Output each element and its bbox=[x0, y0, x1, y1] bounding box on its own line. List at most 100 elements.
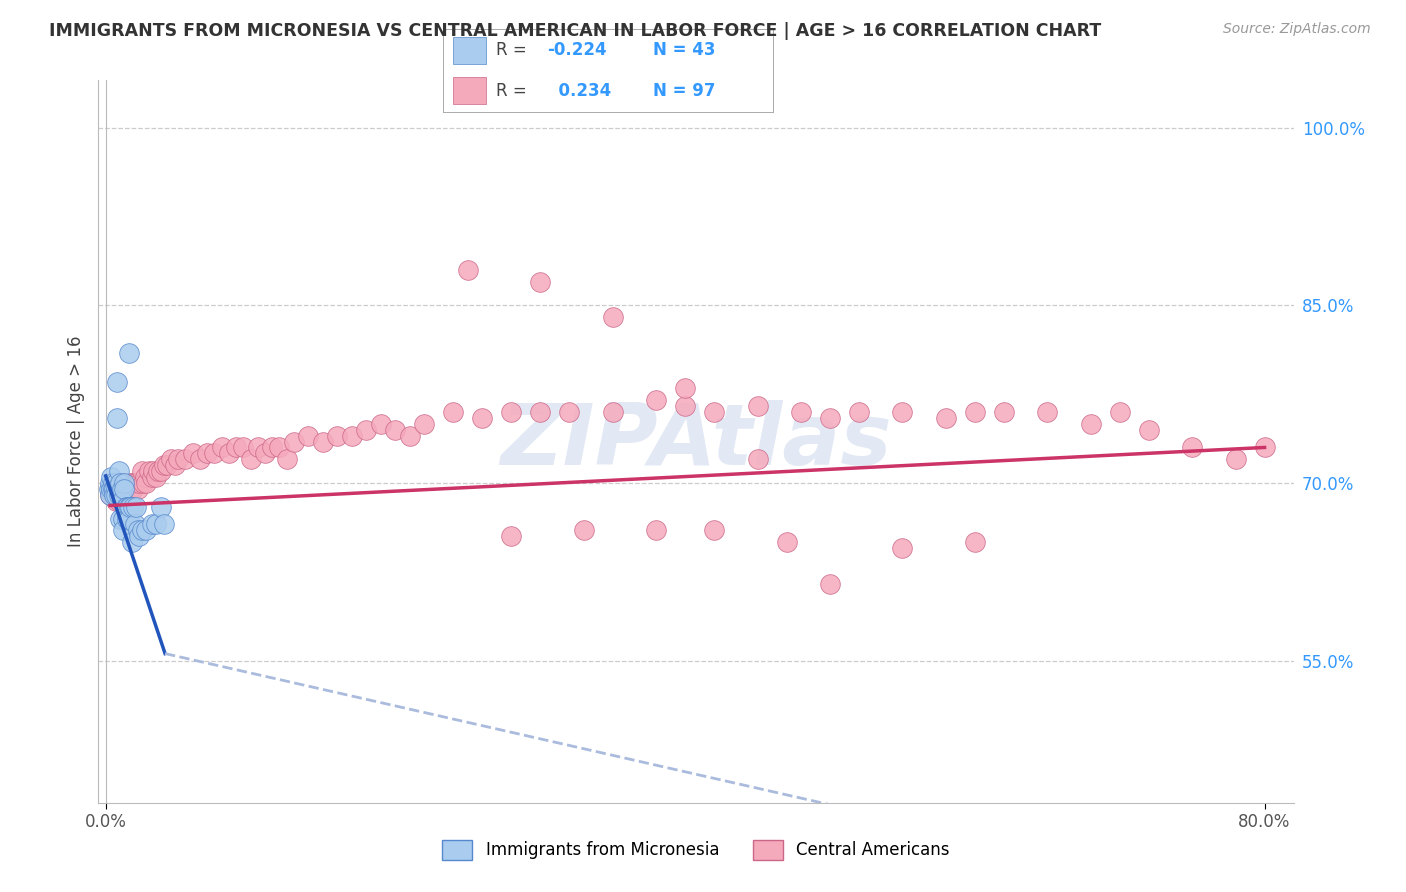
Point bbox=[283, 434, 305, 449]
Point bbox=[149, 464, 172, 478]
Legend: Immigrants from Micronesia, Central Americans: Immigrants from Micronesia, Central Amer… bbox=[436, 833, 956, 867]
Point bbox=[108, 482, 131, 496]
Point bbox=[121, 475, 143, 490]
Point bbox=[128, 475, 150, 490]
Y-axis label: In Labor Force | Age > 16: In Labor Force | Age > 16 bbox=[66, 335, 84, 548]
Point bbox=[134, 470, 156, 484]
Point bbox=[110, 475, 132, 490]
Point bbox=[101, 482, 124, 496]
Text: R =: R = bbox=[496, 40, 531, 59]
Text: 0.234: 0.234 bbox=[547, 81, 612, 100]
Point bbox=[963, 535, 986, 549]
Point bbox=[1137, 423, 1160, 437]
Point bbox=[1253, 441, 1275, 455]
Point bbox=[145, 470, 167, 484]
Point bbox=[167, 452, 190, 467]
Point bbox=[118, 475, 141, 490]
Point bbox=[120, 488, 142, 502]
Point bbox=[211, 441, 233, 455]
Point bbox=[127, 482, 149, 496]
Point bbox=[239, 452, 262, 467]
Point bbox=[152, 517, 174, 532]
Point bbox=[269, 441, 291, 455]
Text: IMMIGRANTS FROM MICRONESIA VS CENTRAL AMERICAN IN LABOR FORCE | AGE > 16 CORRELA: IMMIGRANTS FROM MICRONESIA VS CENTRAL AM… bbox=[49, 22, 1101, 40]
Point bbox=[114, 482, 136, 496]
Text: N = 43: N = 43 bbox=[652, 40, 716, 59]
Point bbox=[103, 482, 125, 496]
Point bbox=[115, 500, 138, 514]
Point bbox=[149, 500, 172, 514]
Point bbox=[101, 482, 124, 496]
Point bbox=[645, 393, 668, 408]
Point bbox=[118, 511, 141, 525]
Point bbox=[673, 381, 696, 395]
Point bbox=[118, 500, 141, 514]
Point bbox=[117, 500, 139, 514]
Point bbox=[110, 482, 132, 496]
Point bbox=[262, 441, 284, 455]
Point bbox=[122, 500, 145, 514]
Point bbox=[108, 475, 131, 490]
Point bbox=[645, 524, 668, 538]
Text: ZIPAtlas: ZIPAtlas bbox=[501, 400, 891, 483]
Point bbox=[558, 405, 581, 419]
Point bbox=[125, 500, 148, 514]
Point bbox=[160, 452, 183, 467]
Point bbox=[98, 488, 121, 502]
Point bbox=[1181, 441, 1204, 455]
Point bbox=[747, 399, 769, 413]
Point bbox=[370, 417, 392, 431]
Point bbox=[98, 488, 121, 502]
Point bbox=[747, 452, 769, 467]
Point bbox=[993, 405, 1015, 419]
Text: N = 97: N = 97 bbox=[652, 81, 716, 100]
Point bbox=[104, 482, 127, 496]
Point bbox=[384, 423, 406, 437]
Point bbox=[145, 517, 167, 532]
Point bbox=[225, 441, 247, 455]
Point bbox=[297, 428, 319, 442]
Bar bbox=[453, 37, 486, 64]
Point bbox=[117, 511, 139, 525]
Point bbox=[112, 511, 135, 525]
Point bbox=[125, 475, 148, 490]
Point bbox=[1036, 405, 1059, 419]
Point bbox=[818, 576, 841, 591]
Point bbox=[326, 428, 349, 442]
Point bbox=[202, 446, 225, 460]
Point bbox=[891, 405, 914, 419]
Point bbox=[246, 441, 269, 455]
Point bbox=[104, 493, 127, 508]
Point bbox=[114, 475, 136, 490]
Point bbox=[124, 475, 146, 490]
Point bbox=[356, 423, 378, 437]
Point bbox=[100, 482, 122, 496]
Point bbox=[471, 410, 494, 425]
Point bbox=[107, 488, 129, 502]
Point bbox=[120, 500, 142, 514]
Point bbox=[413, 417, 436, 431]
Point bbox=[141, 470, 163, 484]
Point bbox=[818, 410, 841, 425]
Point bbox=[790, 405, 813, 419]
Point bbox=[703, 524, 725, 538]
Point bbox=[775, 535, 797, 549]
Point bbox=[174, 452, 197, 467]
Point bbox=[891, 541, 914, 556]
Point bbox=[141, 517, 163, 532]
Point bbox=[97, 482, 120, 496]
Point bbox=[195, 446, 218, 460]
Bar bbox=[453, 77, 486, 104]
Point bbox=[1080, 417, 1102, 431]
Point bbox=[152, 458, 174, 473]
Point bbox=[98, 475, 121, 490]
Point bbox=[529, 405, 551, 419]
Point bbox=[501, 405, 523, 419]
Point bbox=[105, 482, 128, 496]
Point bbox=[118, 345, 141, 359]
Point bbox=[673, 399, 696, 413]
Point bbox=[127, 524, 149, 538]
Point bbox=[115, 475, 138, 490]
Point bbox=[572, 524, 595, 538]
Point bbox=[128, 529, 150, 543]
